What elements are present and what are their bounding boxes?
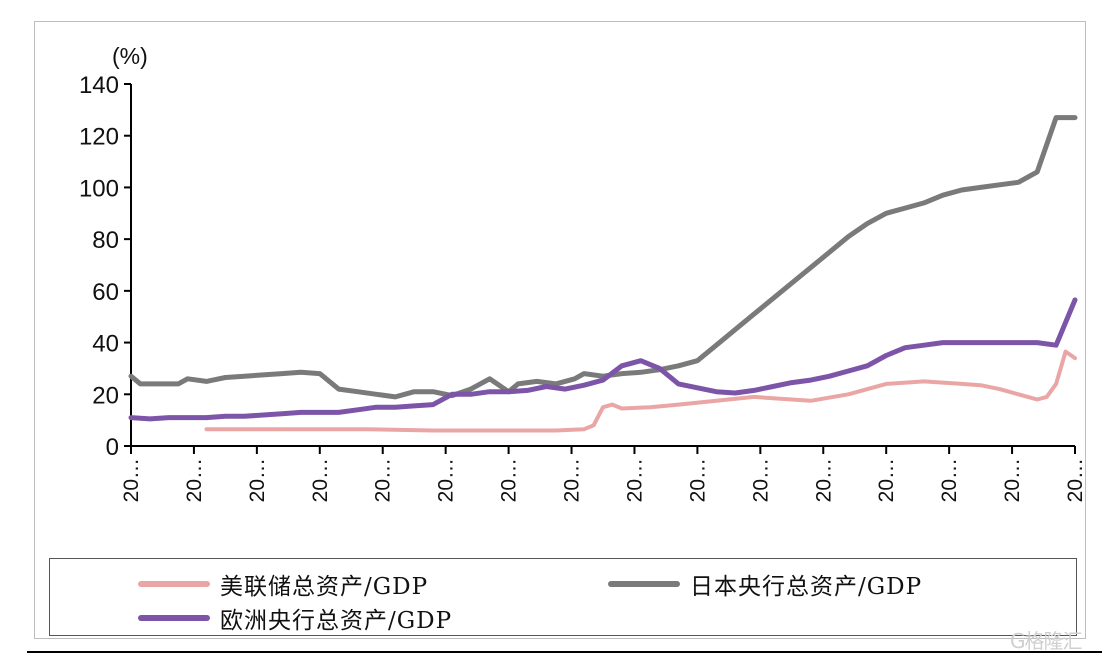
series-layer bbox=[128, 115, 1078, 433]
legend-label-fed: 美联储总资产/GDP bbox=[220, 574, 429, 600]
legend: 美联储总资产/GDP 日本央行总资产/GDP 欧洲央行总资产/GDP bbox=[49, 558, 1077, 636]
x-tick-label: 20… bbox=[246, 458, 269, 502]
x-tick-label: 20… bbox=[435, 458, 458, 502]
x-tick-label: 20… bbox=[686, 458, 709, 502]
y-tick-label: 120 bbox=[79, 124, 119, 151]
series-line-boj bbox=[128, 115, 1078, 400]
x-tick-label: 20… bbox=[875, 458, 898, 502]
x-tick-label: 20… bbox=[623, 458, 646, 502]
x-tick-label: 20… bbox=[812, 458, 835, 502]
x-tick-label: 20… bbox=[938, 458, 961, 502]
x-tick-label: 20… bbox=[309, 458, 332, 502]
x-tick-label: 20… bbox=[1064, 458, 1087, 502]
y-axis-unit-label: (%) bbox=[112, 43, 148, 69]
bottom-rule bbox=[27, 651, 1102, 653]
y-tick-label: 100 bbox=[79, 175, 119, 202]
x-tick-label: 20… bbox=[120, 458, 143, 502]
legend-swatch-fed bbox=[138, 581, 210, 587]
x-tick-label: 20… bbox=[498, 458, 521, 502]
legend-item-ecb: 欧洲央行总资产/GDP bbox=[138, 601, 452, 635]
legend-item-boj: 日本央行总资产/GDP bbox=[608, 567, 922, 601]
axes: 0 20 40 60 80 100 120 140 20… 20… 20… 20… 20… 20… 20… 2… bbox=[79, 72, 1087, 502]
series-line-ecb bbox=[128, 297, 1078, 422]
x-tick-label: 20… bbox=[561, 458, 584, 502]
y-tick-label: 40 bbox=[92, 331, 119, 358]
x-tick-label: 20… bbox=[749, 458, 772, 502]
y-tick-label: 60 bbox=[92, 279, 119, 306]
legend-swatch-ecb bbox=[138, 615, 210, 621]
y-tick-label: 0 bbox=[106, 434, 119, 461]
legend-item-fed: 美联储总资产/GDP bbox=[138, 567, 428, 601]
chart-frame bbox=[34, 21, 1086, 639]
y-tick-label: 140 bbox=[79, 72, 119, 99]
x-tick-label: 20… bbox=[1001, 458, 1024, 502]
x-tick-label: 20… bbox=[372, 458, 395, 502]
legend-swatch-boj bbox=[608, 581, 680, 587]
x-tick-label: 20… bbox=[183, 458, 206, 502]
legend-label-boj: 日本央行总资产/GDP bbox=[690, 574, 923, 600]
legend-label-ecb: 欧洲央行总资产/GDP bbox=[220, 608, 453, 634]
y-tick-label: 20 bbox=[92, 382, 119, 409]
watermark-logo: G格隆汇 bbox=[1010, 629, 1082, 653]
series-line-fed bbox=[204, 349, 1077, 433]
y-tick-label: 80 bbox=[92, 227, 119, 254]
